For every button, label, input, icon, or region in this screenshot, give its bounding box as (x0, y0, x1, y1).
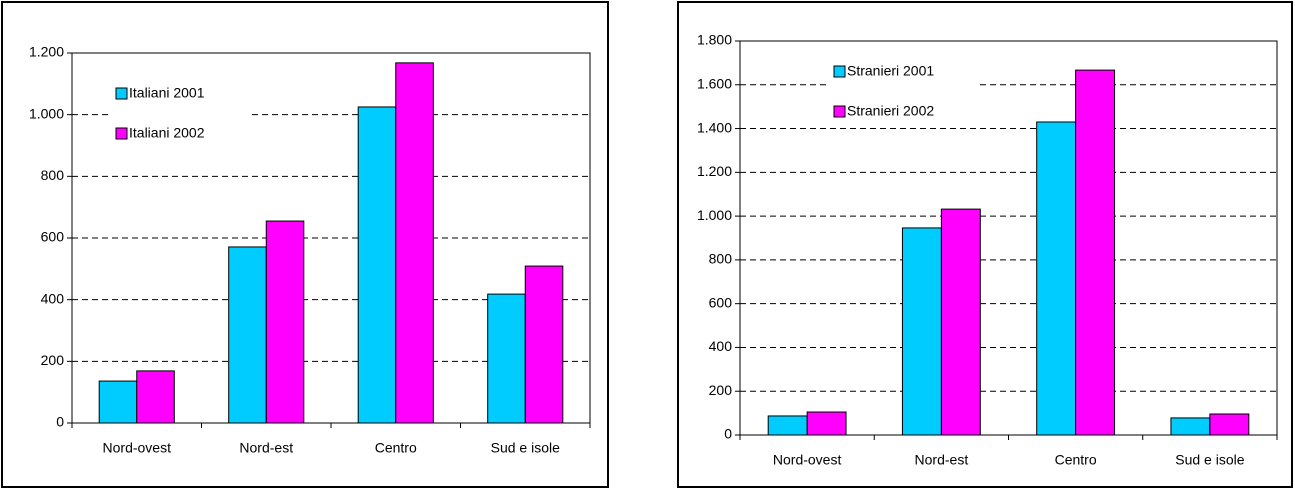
bar (940, 208, 981, 436)
bar (1209, 413, 1250, 436)
legend-label: Stranieri 2002 (847, 103, 934, 119)
y-tick-label: 200 (709, 382, 733, 398)
y-tick-label: 1.400 (697, 119, 732, 135)
legend-label: Italiani 2002 (129, 125, 205, 141)
legend-swatch (115, 87, 128, 100)
bar (487, 293, 526, 424)
bar (228, 246, 267, 424)
y-tick-label: 1.800 (697, 32, 732, 48)
y-tick-label: 0 (724, 426, 732, 442)
y-tick-label: 1.200 (29, 44, 64, 60)
y-tick-label: 400 (709, 338, 733, 354)
x-tick-label: Sud e isole (1175, 452, 1244, 468)
bar (357, 106, 397, 424)
bar (806, 411, 847, 436)
x-tick-label: Sud e isole (491, 440, 560, 456)
bar (98, 380, 138, 424)
plot-area (739, 40, 1278, 436)
bar (901, 227, 942, 436)
y-tick-label: 800 (709, 251, 733, 267)
y-tick-label: 1.000 (29, 105, 64, 121)
x-tick-label: Centro (1055, 452, 1097, 468)
legend-label: Stranieri 2001 (847, 63, 934, 79)
y-tick-label: 1.200 (697, 163, 732, 179)
bar (1075, 69, 1116, 436)
bar (395, 62, 434, 424)
legend-box (830, 56, 980, 128)
y-tick-label: 200 (41, 352, 65, 368)
bar (265, 220, 305, 424)
y-tick-label: 600 (709, 294, 733, 310)
bar (1036, 121, 1077, 436)
bar (136, 370, 175, 424)
y-tick-label: 600 (41, 229, 65, 245)
y-tick-label: 0 (56, 414, 64, 430)
legend-swatch (833, 105, 846, 118)
x-tick-label: Nord-ovest (103, 440, 172, 456)
x-tick-label: Nord-est (915, 452, 969, 468)
bar (1170, 417, 1211, 436)
legend-label: Italiani 2001 (129, 85, 205, 101)
legend-swatch (115, 127, 128, 140)
y-tick-label: 800 (41, 167, 65, 183)
x-tick-label: Nord-est (239, 440, 293, 456)
y-tick-label: 1.600 (697, 75, 732, 91)
legend-box (112, 78, 252, 150)
x-tick-label: Centro (375, 440, 417, 456)
legend-swatch (833, 65, 846, 78)
bar (767, 415, 808, 436)
x-tick-label: Nord-ovest (773, 452, 842, 468)
y-tick-label: 1.000 (697, 207, 732, 223)
y-tick-label: 400 (41, 290, 65, 306)
bar (524, 265, 564, 424)
